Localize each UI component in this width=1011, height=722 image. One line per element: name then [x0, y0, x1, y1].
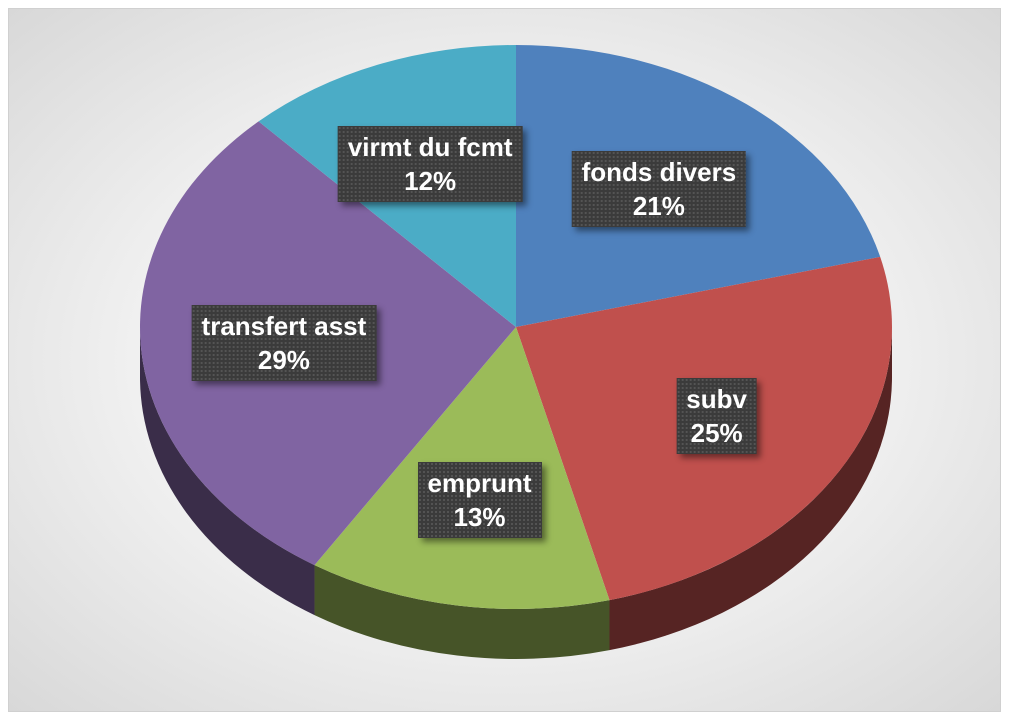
category-label: virmt du fcmt [347, 132, 513, 163]
slice-side [140, 327, 315, 616]
data-label: virmt du fcmt 12% [337, 126, 523, 203]
percent-label: 29% [257, 345, 310, 376]
category-label: subv [686, 384, 747, 414]
data-label: fonds divers 21% [571, 150, 747, 227]
percent-label: 13% [453, 501, 506, 532]
percent-label: 25% [690, 418, 743, 448]
category-label: fonds divers [581, 156, 737, 187]
slice-side [314, 565, 610, 659]
slice-side [609, 327, 892, 651]
percent-label: 12% [404, 166, 457, 197]
category-label: transfert asst [201, 311, 367, 342]
data-label: subv 25% [676, 378, 757, 454]
percent-label: 21% [632, 190, 685, 221]
category-label: emprunt [427, 467, 532, 498]
data-label: emprunt 13% [417, 461, 542, 538]
data-label: transfert asst 29% [191, 305, 377, 382]
